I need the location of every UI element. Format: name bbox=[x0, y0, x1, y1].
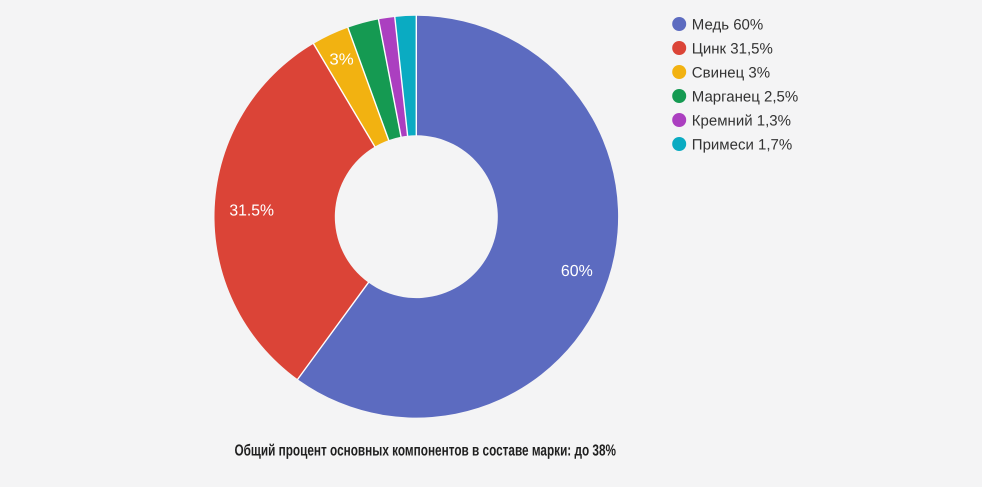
svg-text:Цинк 31,5%: Цинк 31,5% bbox=[692, 40, 773, 57]
svg-text:Марганец 2,5%: Марганец 2,5% bbox=[692, 88, 798, 105]
svg-text:Примеси 1,7%: Примеси 1,7% bbox=[692, 136, 792, 153]
svg-text:3%: 3% bbox=[329, 51, 353, 68]
svg-text:60%: 60% bbox=[561, 263, 593, 280]
svg-text:Свинец 3%: Свинец 3% bbox=[692, 64, 770, 81]
svg-text:31.5%: 31.5% bbox=[229, 203, 274, 220]
svg-text:Кремний 1,3%: Кремний 1,3% bbox=[692, 112, 791, 129]
svg-text:Общий процент основных компоне: Общий процент основных компонентов в сос… bbox=[235, 443, 617, 460]
svg-text:Медь 60%: Медь 60% bbox=[692, 16, 763, 33]
